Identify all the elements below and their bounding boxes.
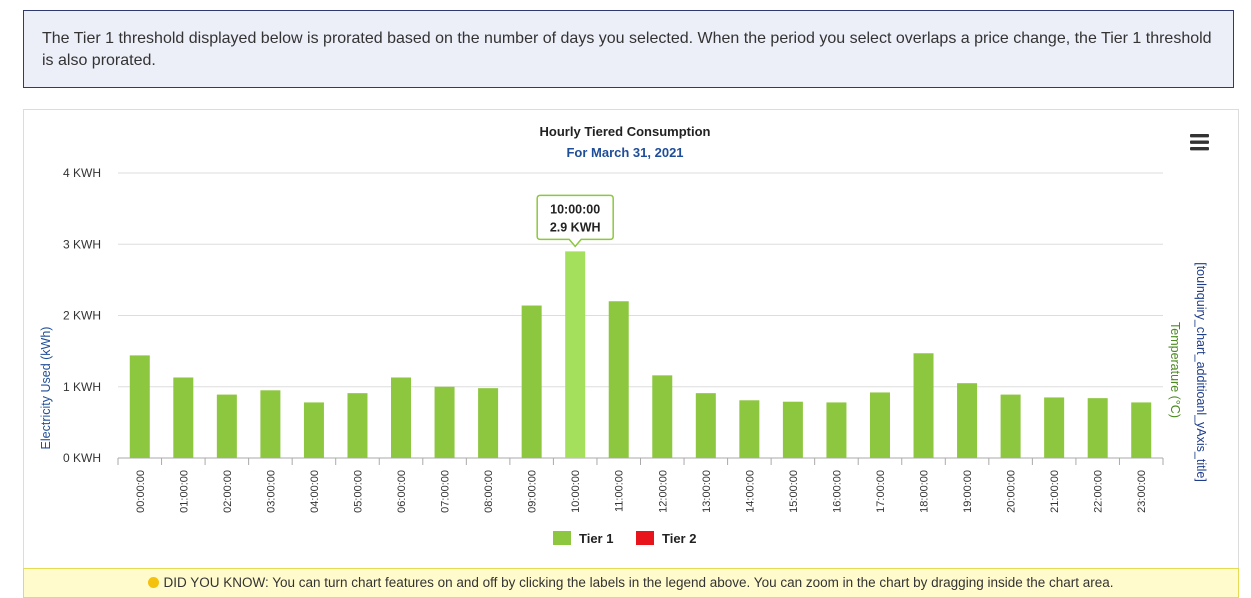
x-tick-label: 12:00:00 <box>657 470 669 513</box>
bar-tier1[interactable] <box>216 394 237 458</box>
x-tick-label: 03:00:00 <box>265 470 277 513</box>
x-tick-label: 15:00:00 <box>788 470 800 513</box>
x-tick-label: 20:00:00 <box>1006 470 1018 513</box>
x-tick-label: 06:00:00 <box>396 470 408 513</box>
bar-tier1[interactable] <box>608 301 629 458</box>
x-tick-label: 14:00:00 <box>744 470 756 513</box>
bar-tier1[interactable] <box>826 402 847 458</box>
x-tick-label: 21:00:00 <box>1049 470 1061 513</box>
additional-axis-title: [toulnquiry_chart_additioanl_yAxis_title… <box>1194 262 1208 482</box>
y-tick-label: 3 KWH <box>63 237 101 251</box>
hamburger-menu-icon[interactable] <box>1188 132 1210 154</box>
legend-swatch-tier-1[interactable] <box>553 531 571 545</box>
tooltip-category: 10:00:00 <box>550 202 600 216</box>
lightbulb-icon <box>148 577 160 588</box>
chart-subtitle: For March 31, 2021 <box>566 145 683 160</box>
bar-tier1[interactable] <box>739 400 760 458</box>
x-tick-label: 19:00:00 <box>962 470 974 513</box>
hourly-consumption-chart[interactable]: 0 KWH 1 KWH 2 KWH 3 KWH 4 KWH 00:00:00 01:00:0… <box>24 110 1238 588</box>
x-tick-label: 02:00:00 <box>222 470 234 513</box>
x-tick-label: 23:00:00 <box>1136 470 1148 513</box>
bar-tier1[interactable] <box>260 390 281 458</box>
x-tick-label: 11:00:00 <box>614 470 626 512</box>
x-tick-label: 01:00:00 <box>178 470 190 513</box>
proration-notice-text: The Tier 1 threshold displayed below is … <box>42 30 1212 69</box>
x-tick-label: 13:00:00 <box>701 470 713 513</box>
did-you-know-text: DID YOU KNOW: You can turn chart feature… <box>163 575 1114 590</box>
did-you-know-banner: DID YOU KNOW: You can turn chart feature… <box>23 568 1239 598</box>
proration-notice: The Tier 1 threshold displayed below is … <box>23 10 1234 88</box>
bar-tier1[interactable] <box>347 393 368 458</box>
legend-swatch-tier-2[interactable] <box>636 531 654 545</box>
bar-tier1[interactable] <box>303 402 324 458</box>
legend-label[interactable]: Tier 2 <box>662 531 696 546</box>
bar-tier1[interactable] <box>869 392 890 458</box>
bar-tier1[interactable] <box>652 375 673 458</box>
bar-tier1[interactable] <box>1044 397 1065 458</box>
x-tick-label: 10:00:00 <box>570 470 582 513</box>
x-tick-label: 16:00:00 <box>831 470 843 513</box>
bar-tier1[interactable] <box>782 401 803 458</box>
bar-tier1[interactable] <box>391 377 412 458</box>
y-tick-label: 2 KWH <box>63 309 101 323</box>
x-tick-label: 07:00:00 <box>440 470 452 513</box>
bar-tier1[interactable] <box>565 251 586 458</box>
bar-tier1[interactable] <box>521 305 542 458</box>
x-tick-label: 18:00:00 <box>919 470 931 513</box>
x-tick-label: 22:00:00 <box>1093 470 1105 513</box>
bar-tier1[interactable] <box>478 388 499 458</box>
temperature-axis-title: Temperature (°C) <box>1168 322 1182 418</box>
x-tick-label: 08:00:00 <box>483 470 495 513</box>
x-tick-label: 05:00:00 <box>352 470 364 513</box>
y-tick-label: 1 KWH <box>63 380 101 394</box>
bar-tier1[interactable] <box>957 383 978 458</box>
y-tick-label: 4 KWH <box>63 166 101 180</box>
x-tick-label: 17:00:00 <box>875 470 887 513</box>
bar-tier1[interactable] <box>695 393 716 458</box>
y-tick-label: 0 KWH <box>63 451 101 465</box>
chart-panel: 0 KWH 1 KWH 2 KWH 3 KWH 4 KWH 00:00:00 01:00:0… <box>23 109 1239 587</box>
tooltip-box <box>536 194 614 248</box>
bar-tier1[interactable] <box>173 377 194 458</box>
bar-tier1[interactable] <box>434 386 455 458</box>
bar-tier1[interactable] <box>1131 402 1152 458</box>
bar-tier1[interactable] <box>1087 398 1108 458</box>
tooltip-value: 2.9 KWH <box>550 220 601 234</box>
bar-tier1[interactable] <box>913 353 934 458</box>
legend-label[interactable]: Tier 1 <box>579 531 613 546</box>
x-tick-label: 04:00:00 <box>309 470 321 513</box>
x-tick-label: 00:00:00 <box>135 470 147 513</box>
y-axis-title: Electricity Used (kWh) <box>39 327 53 450</box>
chart-title: Hourly Tiered Consumption <box>540 124 711 139</box>
x-tick-label: 09:00:00 <box>527 470 539 513</box>
bar-tier1[interactable] <box>1000 394 1021 458</box>
bar-tier1[interactable] <box>129 355 150 458</box>
